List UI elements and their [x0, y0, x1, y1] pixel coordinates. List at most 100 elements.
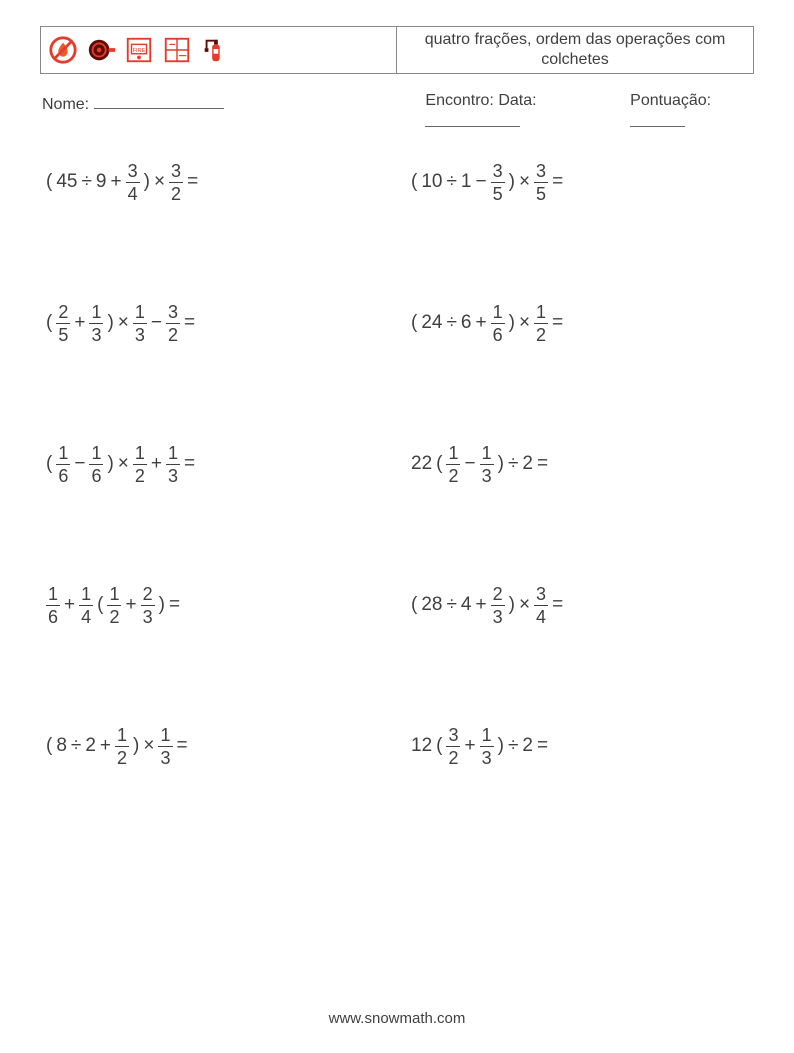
- footer-text: www.snowmath.com: [0, 1010, 794, 1027]
- problem-10: 12(32 + 13) ÷ 2 =: [409, 726, 750, 767]
- problem-4: (24 ÷ 6 + 16) × 12 =: [409, 303, 750, 344]
- header-icons: FIRE: [41, 27, 397, 73]
- fraction-bar: [534, 323, 548, 324]
- token: +: [462, 735, 477, 757]
- fraction: 12: [115, 726, 129, 767]
- token: (: [409, 171, 419, 193]
- fraction-bar: [79, 605, 93, 606]
- info-row: Nome: Encontro: Data: Pontuação:: [40, 92, 754, 132]
- fraction-bar: [126, 182, 140, 183]
- numerator: 2: [56, 303, 70, 322]
- denominator: 3: [166, 466, 180, 485]
- token: (: [434, 735, 444, 757]
- denominator: 6: [56, 466, 70, 485]
- token: −: [72, 453, 87, 475]
- denominator: 2: [133, 466, 147, 485]
- expression: (24 ÷ 6 + 16) × 12 =: [409, 303, 565, 344]
- fraction-bar: [534, 182, 548, 183]
- token: 28: [419, 594, 444, 616]
- date-blank[interactable]: [425, 110, 520, 127]
- token: =: [185, 171, 200, 193]
- token: ): [157, 594, 167, 616]
- fraction: 32: [446, 726, 460, 767]
- token: (: [434, 453, 444, 475]
- fraction: 13: [480, 726, 494, 767]
- numerator: 1: [534, 303, 548, 322]
- token: =: [175, 735, 190, 757]
- token: =: [167, 594, 182, 616]
- token: ×: [517, 171, 532, 193]
- token: ×: [116, 312, 131, 334]
- fraction-bar: [491, 323, 505, 324]
- worksheet-page: FIRE: [0, 0, 794, 1053]
- token: 4: [459, 594, 474, 616]
- token: 1: [459, 171, 474, 193]
- fraction-bar: [480, 464, 494, 465]
- expression: 12(32 + 13) ÷ 2 =: [409, 726, 550, 767]
- numerator: 1: [158, 726, 172, 745]
- token: ÷: [444, 171, 458, 193]
- fraction: 16: [89, 444, 103, 485]
- token: 12: [409, 735, 434, 757]
- fraction-bar: [133, 464, 147, 465]
- fraction: 16: [56, 444, 70, 485]
- token: +: [72, 312, 87, 334]
- token: ×: [152, 171, 167, 193]
- fraction: 35: [491, 162, 505, 203]
- token: ÷: [79, 171, 93, 193]
- numerator: 3: [534, 162, 548, 181]
- numerator: 1: [89, 444, 103, 463]
- denominator: 5: [56, 325, 70, 344]
- svg-text:FIRE: FIRE: [133, 48, 146, 54]
- denominator: 2: [166, 325, 180, 344]
- denominator: 6: [89, 466, 103, 485]
- fraction: 13: [89, 303, 103, 344]
- name-blank[interactable]: [94, 92, 224, 109]
- expression: (25 + 13) × 13 − 32 =: [44, 303, 197, 344]
- token: =: [550, 171, 565, 193]
- token: ×: [116, 453, 131, 475]
- fraction: 12: [446, 444, 460, 485]
- fraction: 16: [491, 303, 505, 344]
- expression: 22(12 − 13) ÷ 2 =: [409, 444, 550, 485]
- token: ): [496, 453, 506, 475]
- fraction: 16: [46, 585, 60, 626]
- token: +: [473, 594, 488, 616]
- denominator: 3: [158, 748, 172, 767]
- numerator: 1: [133, 444, 147, 463]
- token: 8: [54, 735, 69, 757]
- problem-3: (25 + 13) × 13 − 32 =: [44, 303, 385, 344]
- numerator: 3: [169, 162, 183, 181]
- fraction: 12: [133, 444, 147, 485]
- fraction-bar: [133, 323, 147, 324]
- name-label: Nome:: [42, 96, 89, 113]
- token: −: [473, 171, 488, 193]
- token: 10: [419, 171, 444, 193]
- token: +: [98, 735, 113, 757]
- token: ÷: [506, 453, 520, 475]
- date-label: Encontro: Data:: [425, 92, 536, 109]
- fraction-bar: [141, 605, 155, 606]
- expression: 16 + 14(12 + 23) =: [44, 585, 182, 626]
- denominator: 3: [480, 748, 494, 767]
- token: 6: [459, 312, 474, 334]
- numerator: 1: [79, 585, 93, 604]
- token: +: [149, 453, 164, 475]
- token: ×: [517, 594, 532, 616]
- no-fire-icon: [47, 34, 79, 66]
- token: =: [535, 453, 550, 475]
- expression: (45 ÷ 9 + 34) × 32 =: [44, 162, 200, 203]
- problem-9: (8 ÷ 2 + 12) × 13 =: [44, 726, 385, 767]
- token: =: [182, 312, 197, 334]
- problem-6: 22(12 − 13) ÷ 2 =: [409, 444, 750, 485]
- fraction: 34: [126, 162, 140, 203]
- fraction: 14: [79, 585, 93, 626]
- score-blank[interactable]: [630, 110, 685, 127]
- numerator: 1: [115, 726, 129, 745]
- token: 2: [520, 735, 535, 757]
- denominator: 2: [446, 748, 460, 767]
- fraction: 34: [534, 585, 548, 626]
- numerator: 1: [166, 444, 180, 463]
- numerator: 1: [480, 444, 494, 463]
- token: =: [182, 453, 197, 475]
